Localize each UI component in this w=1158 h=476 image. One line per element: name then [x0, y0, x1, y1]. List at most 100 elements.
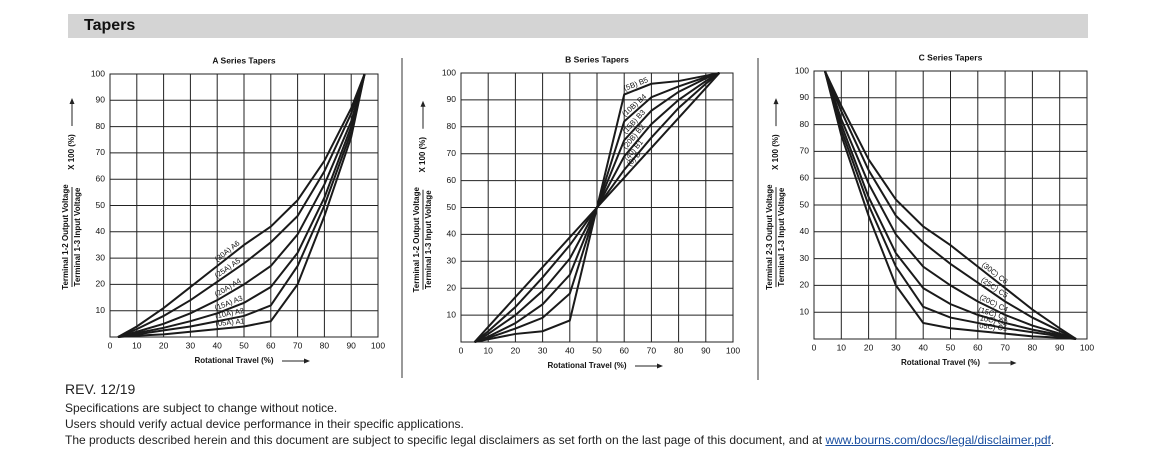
y-tick-label: 70: [96, 147, 106, 157]
x-tick-label: 50: [946, 342, 956, 352]
y-tick-label: 50: [96, 200, 106, 210]
x-tick-label: 0: [108, 340, 113, 350]
footer-line: The products described herein and this d…: [65, 433, 1054, 447]
y-axis-label: Terminal 1-3 Input Voltage: [424, 190, 433, 289]
x-tick-label: 40: [212, 340, 222, 350]
axis-arrow-head: [69, 98, 75, 105]
y-tick-label: 20: [800, 280, 810, 290]
x-tick-label: 30: [186, 340, 196, 350]
x-tick-label: 70: [1000, 342, 1010, 352]
x-tick-label: 70: [647, 345, 657, 355]
x-tick-label: 100: [726, 345, 740, 355]
revision: REV. 12/19: [65, 381, 136, 397]
x-tick-label: 100: [1080, 342, 1094, 352]
y-tick-label: 40: [447, 229, 457, 239]
x-tick-label: 80: [1028, 342, 1038, 352]
x-tick-label: 70: [293, 340, 303, 350]
x-tick-label: 50: [592, 345, 602, 355]
y-tick-label: 80: [800, 119, 810, 129]
axis-arrow-head: [657, 363, 663, 369]
y-tick-label: 10: [800, 306, 810, 316]
x-tick-label: 30: [891, 342, 901, 352]
x-tick-label: 10: [132, 340, 142, 350]
footer-text: The products described herein and this d…: [65, 433, 826, 447]
taper-curve: [117, 73, 366, 338]
y-axis-unit: X 100 (%): [67, 134, 76, 170]
x-tick-label: 90: [346, 340, 356, 350]
x-tick-label: 50: [239, 340, 249, 350]
x-tick-label: 10: [837, 342, 847, 352]
footer-text: .: [1050, 433, 1055, 447]
taper-curve: [117, 73, 366, 338]
axis-arrow-head: [773, 98, 779, 105]
taper-curve: [824, 70, 1077, 340]
taper-curve: [473, 72, 721, 343]
taper-curve: [823, 70, 1077, 340]
x-tick-label: 10: [483, 345, 493, 355]
footer-line: Specifications are subject to change wit…: [65, 401, 338, 415]
y-axis-label: Terminal 1-2 Output Voltage: [61, 184, 70, 290]
y-tick-label: 80: [447, 121, 457, 131]
taper-curve: [823, 70, 1077, 340]
chart-title: B Series Tapers: [565, 54, 629, 64]
y-axis-unit: X 100 (%): [418, 137, 427, 173]
x-tick-label: 30: [538, 345, 548, 355]
footer-line: Users should verify actual device perfor…: [65, 417, 464, 431]
y-tick-label: 10: [447, 309, 457, 319]
x-tick-label: 0: [812, 342, 817, 352]
y-axis-unit: X 100 (%): [771, 134, 780, 170]
taper-curve: [117, 73, 366, 338]
y-tick-label: 100: [91, 68, 105, 78]
y-tick-label: 90: [800, 92, 810, 102]
x-tick-label: 90: [701, 345, 711, 355]
y-tick-label: 60: [96, 173, 106, 183]
x-tick-label: 60: [973, 342, 983, 352]
x-axis-label: Rotational Travel (%): [194, 356, 273, 365]
taper-curve: [823, 70, 1077, 340]
x-tick-label: 20: [864, 342, 874, 352]
x-axis-label: Rotational Travel (%): [901, 358, 980, 367]
header-bar: [68, 14, 1088, 38]
y-tick-label: 50: [800, 199, 810, 209]
y-tick-label: 10: [96, 305, 106, 315]
y-tick-label: 100: [795, 65, 809, 75]
axis-arrow-head: [1010, 360, 1017, 366]
y-tick-label: 20: [447, 282, 457, 292]
y-tick-label: 70: [447, 148, 457, 158]
chart-title: C Series Tapers: [919, 52, 983, 62]
y-tick-label: 50: [447, 202, 457, 212]
x-tick-label: 20: [159, 340, 169, 350]
y-tick-label: 30: [96, 252, 106, 262]
x-tick-label: 0: [459, 345, 464, 355]
x-tick-label: 100: [371, 340, 385, 350]
taper-curve: [823, 70, 1077, 340]
y-tick-label: 90: [96, 95, 106, 105]
x-tick-label: 80: [320, 340, 330, 350]
y-tick-label: 100: [442, 67, 456, 77]
y-tick-label: 30: [800, 253, 810, 263]
disclaimer-link[interactable]: www.bourns.com/docs/legal/disclaimer.pdf: [825, 433, 1051, 447]
y-tick-label: 20: [96, 279, 106, 289]
x-tick-label: 40: [918, 342, 928, 352]
x-tick-label: 20: [511, 345, 521, 355]
axis-arrow-head: [420, 100, 426, 107]
y-axis-label: Terminal 1-3 Input Voltage: [777, 187, 786, 286]
y-tick-label: 70: [800, 146, 810, 156]
y-axis-label: Terminal 1-3 Input Voltage: [73, 187, 82, 286]
y-axis-label: Terminal 1-2 Output Voltage: [412, 186, 421, 292]
y-tick-label: 40: [800, 226, 810, 236]
y-tick-label: 40: [96, 226, 106, 236]
taper-curve: [823, 70, 1077, 340]
x-tick-label: 60: [266, 340, 276, 350]
y-tick-label: 30: [447, 256, 457, 266]
chart-title: A Series Tapers: [212, 55, 276, 65]
y-tick-label: 60: [800, 172, 810, 182]
x-tick-label: 80: [674, 345, 684, 355]
x-tick-label: 40: [565, 345, 575, 355]
axis-arrow-head: [304, 358, 310, 364]
header-title: Tapers: [84, 17, 135, 34]
x-axis-label: Rotational Travel (%): [547, 361, 626, 370]
y-axis-label: Terminal 2-3 Output Voltage: [765, 184, 774, 290]
